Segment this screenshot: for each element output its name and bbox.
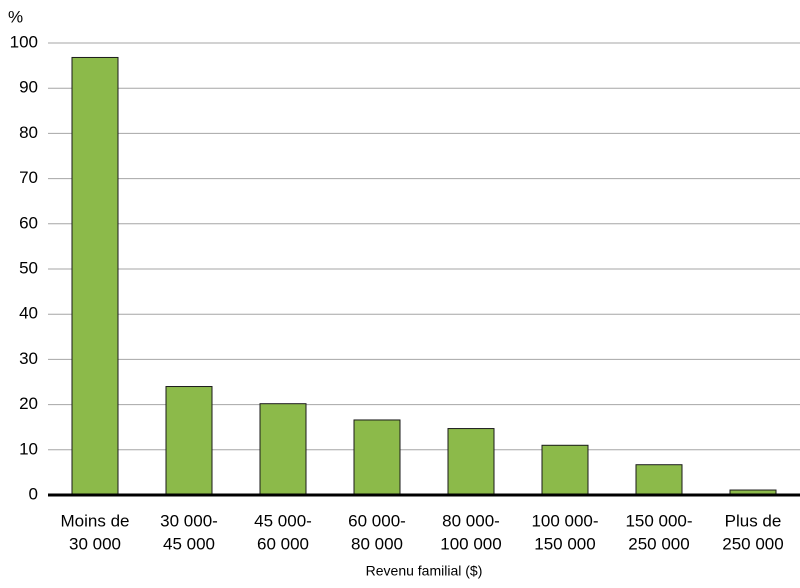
y-tick-label: 30 — [19, 349, 38, 368]
y-tick-label: 80 — [19, 123, 38, 142]
x-tick-label: 250 000 — [628, 534, 689, 553]
x-tick-label: 45 000 — [163, 534, 215, 553]
x-tick-label: 60 000 — [257, 534, 309, 553]
x-tick-label: Moins de — [61, 511, 130, 530]
x-tick-label: 150 000 — [534, 534, 595, 553]
y-axis-label: % — [8, 7, 23, 26]
x-tick-label: 100 000- — [531, 511, 598, 530]
y-tick-label: 10 — [19, 439, 38, 458]
x-tick-label: 80 000 — [351, 534, 403, 553]
y-tick-label: 40 — [19, 304, 38, 323]
y-tick-label: 70 — [19, 168, 38, 187]
x-tick-label: 30 000- — [160, 511, 218, 530]
bar — [353, 419, 401, 496]
bar — [635, 464, 683, 496]
x-tick-label: 100 000 — [440, 534, 501, 553]
x-tick-label: 60 000- — [348, 511, 406, 530]
bar — [259, 403, 307, 496]
x-tick-label: 80 000- — [442, 511, 500, 530]
bar — [447, 428, 495, 496]
x-axis-label: Revenu familial ($) — [366, 563, 483, 579]
y-tick-label: 0 — [29, 484, 38, 503]
y-tick-label: 90 — [19, 78, 38, 97]
x-tick-label: 30 000 — [69, 534, 121, 553]
x-tick-label: 250 000 — [722, 534, 783, 553]
y-tick-label: 50 — [19, 258, 38, 277]
x-tick-label: 45 000- — [254, 511, 312, 530]
y-tick-label: 60 — [19, 213, 38, 232]
bar — [71, 56, 119, 496]
y-tick-label: 100 — [10, 32, 38, 51]
y-tick-label: 20 — [19, 394, 38, 413]
x-tick-label: 150 000- — [625, 511, 692, 530]
bar — [165, 386, 213, 496]
bar — [541, 444, 589, 496]
x-tick-label: Plus de — [725, 511, 782, 530]
